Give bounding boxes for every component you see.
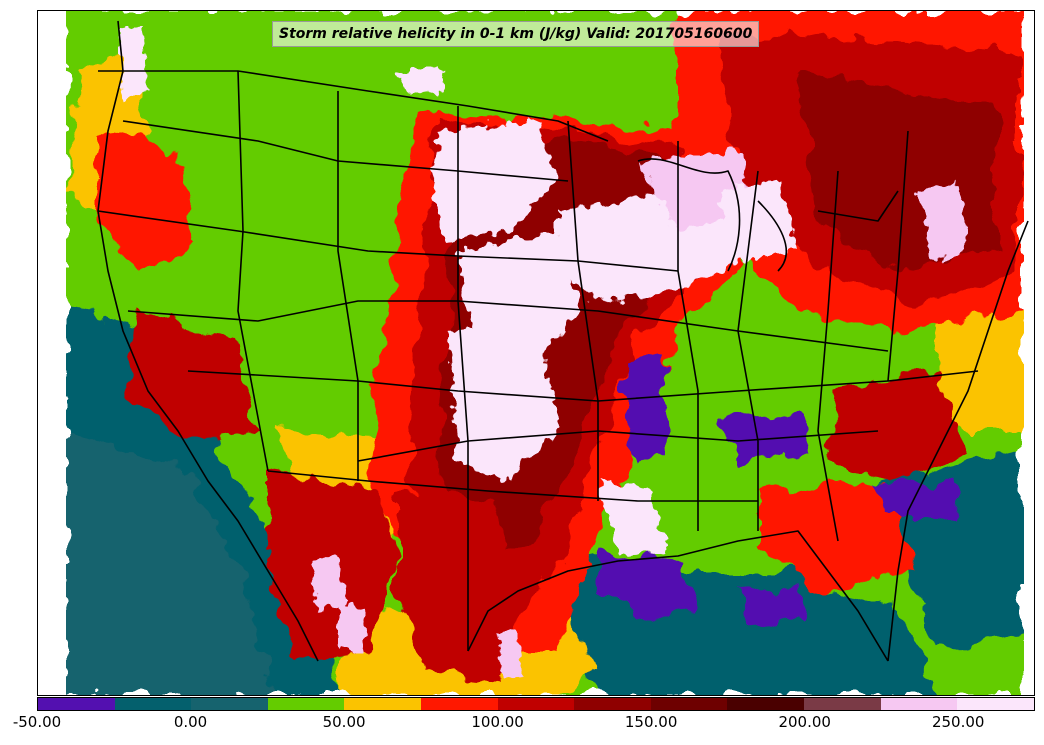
helicity-map [38, 11, 1029, 695]
map-title: Storm relative helicity in 0-1 km (J/kg)… [272, 21, 760, 47]
colorbar-tick-label: 250.00 [931, 713, 985, 731]
core-texas-2 [338, 601, 368, 651]
core-washington [118, 26, 148, 101]
core-new-england [918, 181, 968, 261]
field-northwest-red [98, 131, 198, 271]
atlantic-coast [887, 220, 1029, 662]
gulf-coast [467, 530, 889, 662]
colorbar-segment [497, 698, 575, 710]
no-data-area [38, 11, 66, 695]
core-texas-3 [498, 626, 523, 681]
field-purple-gulf2 [738, 586, 808, 626]
state-col-5 [677, 141, 699, 531]
colorbar-segment [804, 698, 881, 710]
colorbar-segment [727, 698, 805, 710]
field-purple-atlantic [873, 481, 958, 516]
coastline-west [97, 20, 319, 662]
field-pacific-teal-2 [66, 431, 278, 695]
state-col-3 [457, 106, 469, 651]
great-lakes [637, 158, 899, 272]
colorbar-tick-label: 100.00 [471, 713, 524, 731]
canada-border [98, 70, 609, 142]
colorbar-segment [114, 698, 192, 710]
colorbar-segment [880, 698, 958, 710]
colorbar-tick-label: -50.00 [12, 713, 62, 731]
core-dakotas [433, 121, 558, 241]
helicity-field [66, 11, 1024, 695]
map-panel [37, 10, 1035, 696]
state-col-4 [567, 120, 599, 501]
colorbar-segment [574, 698, 651, 710]
colorbar [37, 697, 1035, 711]
state-col-1 [237, 70, 269, 472]
core-texas-1 [308, 556, 348, 611]
field-purple-gulf [598, 551, 698, 621]
colorbar-tick-label: 200.00 [778, 713, 831, 731]
colorbar-segment [957, 698, 1034, 710]
state-row-2 [97, 210, 679, 272]
field-texas-red [398, 491, 518, 681]
state-row-6 [267, 470, 758, 502]
state-col-7 [817, 170, 839, 542]
state-col-2 [337, 91, 359, 481]
colorbar-segment [344, 698, 422, 710]
colorbar-tick-label: 50.00 [322, 713, 366, 731]
field-carolina-red [828, 371, 968, 481]
colorbar-segment [650, 698, 728, 710]
state-col-6 [737, 170, 759, 531]
colorbar-tick-row: -50.00 0.00 50.00 100.00 150.00 200.00 250.00 [0, 713, 1044, 737]
colorbar-segment [421, 698, 498, 710]
colorbar-tick-label: 150.00 [624, 713, 678, 731]
core-montana [398, 66, 443, 96]
boundary-lines [97, 20, 1029, 662]
state-col-8 [887, 130, 909, 382]
field-purple-ga [718, 411, 808, 461]
colorbar-segment [267, 698, 345, 710]
colorbar-segment [191, 698, 268, 710]
colorbar-segment [38, 698, 115, 710]
colorbar-tick-label: 0.00 [173, 713, 208, 731]
